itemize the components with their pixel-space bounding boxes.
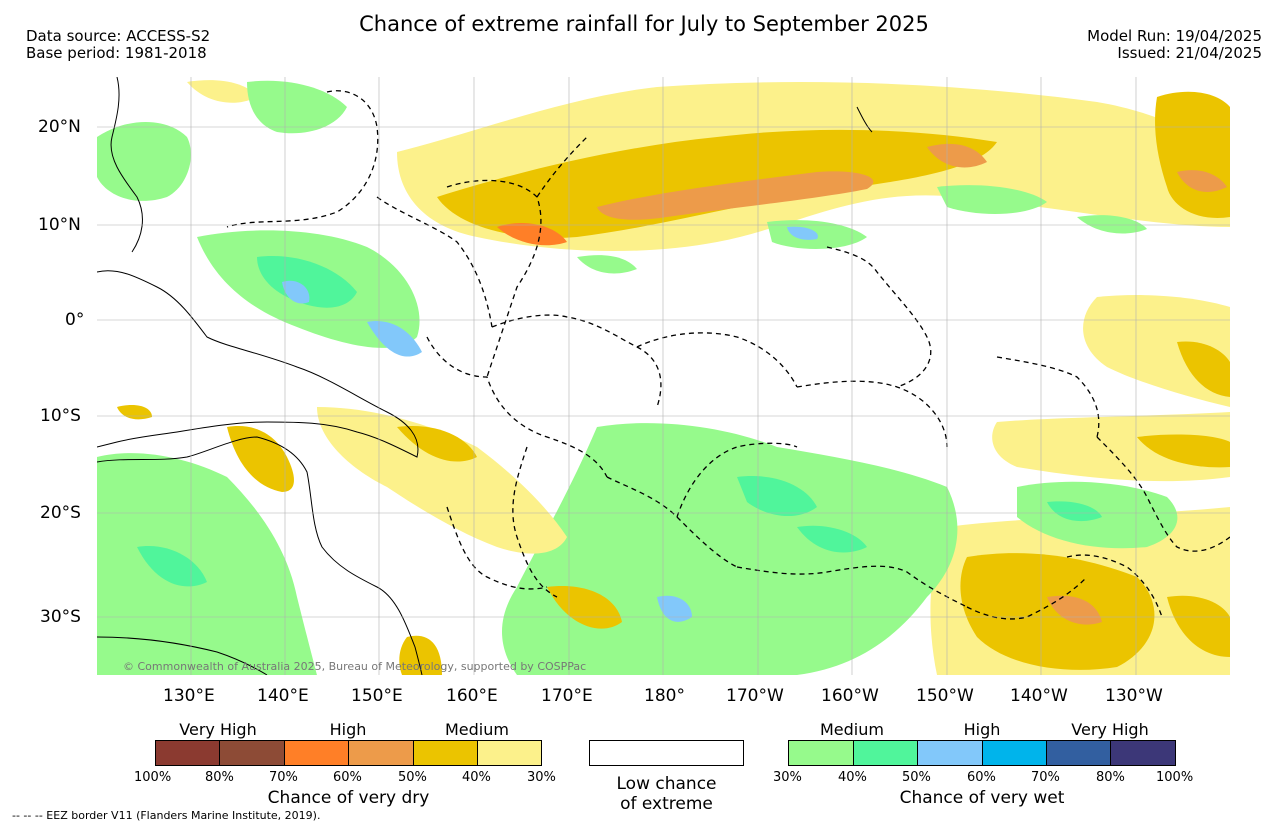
dry-band-south-east xyxy=(930,295,1230,675)
dry-swatch-6 xyxy=(477,740,542,766)
wet-tick-60: 60% xyxy=(967,770,996,785)
dry-tick-40: 40% xyxy=(462,770,491,785)
dry-swatch-1 xyxy=(155,740,220,766)
dry-band-north xyxy=(187,80,1230,252)
wet-swatch-1 xyxy=(788,740,854,766)
dry-tick-60: 60% xyxy=(333,770,362,785)
wet-tick-70: 70% xyxy=(1031,770,1060,785)
lat-label-20n: 20°N xyxy=(38,117,81,137)
low-chance-line1: Low chance xyxy=(616,774,717,794)
lon-label-180: 180° xyxy=(644,686,685,706)
wet-tick-40: 40% xyxy=(838,770,867,785)
dry-tick-100: 100% xyxy=(134,770,172,785)
model-run-label: Model Run: 19/04/2025 xyxy=(1087,27,1262,45)
wet-tick-80: 80% xyxy=(1096,770,1125,785)
low-chance-line2: of extreme xyxy=(620,794,713,814)
lon-label-130w: 130°W xyxy=(1105,686,1163,706)
lon-label-150e: 150°E xyxy=(351,686,403,706)
lon-label-160w: 160°W xyxy=(821,686,879,706)
wet-legend-title: Chance of very wet xyxy=(899,788,1065,808)
lon-label-170e: 170°E xyxy=(541,686,593,706)
lon-label-140e: 140°E xyxy=(257,686,309,706)
lat-label-0: 0° xyxy=(65,310,85,330)
lon-label-160e: 160°E xyxy=(446,686,498,706)
dry-swatch-5 xyxy=(413,740,478,766)
dry-legend-title: Chance of very dry xyxy=(267,788,430,808)
lat-label-10s: 10°S xyxy=(40,406,81,426)
wet-swatch-4 xyxy=(982,740,1047,766)
wet-swatch-6 xyxy=(1110,740,1176,766)
wet-swatch-2 xyxy=(853,740,918,766)
map-canvas xyxy=(97,77,1230,675)
dry-group-high: High xyxy=(329,720,367,739)
dry-tick-30: 30% xyxy=(527,770,556,785)
wet-group-medium: Medium xyxy=(820,720,884,739)
eez-footnote: -- -- -- EEZ border V11 (Flanders Marine… xyxy=(12,809,321,822)
lon-label-130e: 130°E xyxy=(163,686,215,706)
wet-tick-30: 30% xyxy=(773,770,802,785)
lon-label-140w: 140°W xyxy=(1010,686,1068,706)
wet-areas-north xyxy=(97,80,1147,357)
dry-swatch-2 xyxy=(219,740,285,766)
eez-borders xyxy=(226,90,1230,620)
dry-areas-central-south xyxy=(117,405,622,675)
wet-swatch-5 xyxy=(1046,740,1111,766)
issued-label: Issued: 21/04/2025 xyxy=(1117,44,1262,62)
data-source-label: Data source: ACCESS-S2 xyxy=(26,27,211,45)
dry-group-medium: Medium xyxy=(445,720,509,739)
map-title: Chance of extreme rainfall for July to S… xyxy=(359,12,929,36)
graticule xyxy=(97,77,1230,675)
wet-group-high: High xyxy=(963,720,1001,739)
dry-tick-50: 50% xyxy=(398,770,427,785)
lat-label-20s: 20°S xyxy=(40,503,81,523)
low-chance-swatch xyxy=(589,740,744,766)
dry-tick-70: 70% xyxy=(269,770,298,785)
lon-label-150w: 150°W xyxy=(916,686,974,706)
dry-group-very-high: Very High xyxy=(179,720,257,739)
wet-tick-100: 100% xyxy=(1156,770,1194,785)
dry-swatch-3 xyxy=(284,740,349,766)
wet-tick-50: 50% xyxy=(902,770,931,785)
lat-label-30s: 30°S xyxy=(40,607,81,627)
base-period-label: Base period: 1981-2018 xyxy=(26,44,207,62)
lon-label-170w: 170°W xyxy=(726,686,784,706)
wet-group-very-high: Very High xyxy=(1071,720,1149,739)
dry-tick-80: 80% xyxy=(205,770,234,785)
dry-swatch-4 xyxy=(348,740,414,766)
wet-swatch-3 xyxy=(917,740,983,766)
copyright-credit: © Commonwealth of Australia 2025, Bureau… xyxy=(123,660,587,673)
lat-label-10n: 10°N xyxy=(38,215,81,235)
rainfall-map: © Commonwealth of Australia 2025, Bureau… xyxy=(97,77,1230,675)
